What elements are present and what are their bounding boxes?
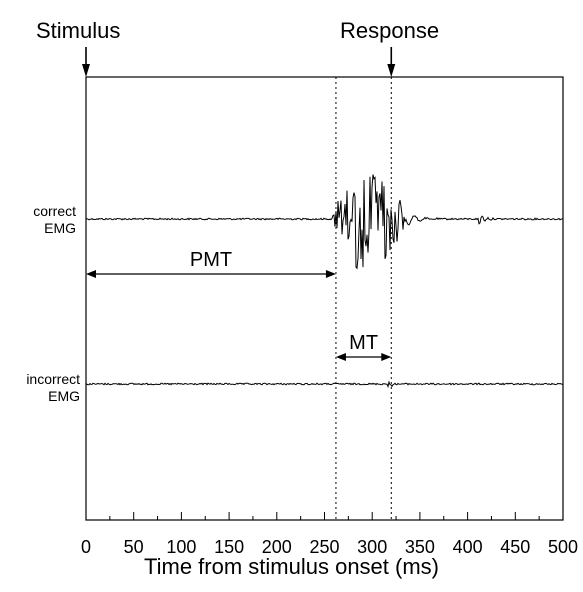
x-tick-label-100: 100 bbox=[166, 537, 196, 557]
correct-emg-label-line2: EMG bbox=[44, 220, 76, 236]
pmt-arrow-head-left bbox=[86, 270, 96, 278]
correct-emg-label-line1: correct bbox=[33, 203, 76, 219]
x-tick-label-400: 400 bbox=[453, 537, 483, 557]
mt-label: MT bbox=[349, 332, 378, 354]
x-axis-ticks: 0 50 100 150 200 250 300 350 400 450 500 bbox=[81, 512, 578, 557]
interval-arrows: PMT MT bbox=[86, 249, 392, 361]
pmt-label: PMT bbox=[190, 249, 232, 271]
x-tick-label-150: 150 bbox=[214, 537, 244, 557]
x-tick-label-200: 200 bbox=[262, 537, 292, 557]
emg-traces bbox=[85, 174, 564, 389]
event-arrows bbox=[82, 47, 396, 77]
event-arrow-head-0 bbox=[82, 64, 90, 77]
x-tick-label-500: 500 bbox=[548, 537, 578, 557]
incorrect-emg-label-line2: EMG bbox=[48, 388, 80, 404]
incorrect-emg-label: incorrect EMG bbox=[0, 371, 80, 405]
stimulus-label: Stimulus bbox=[36, 18, 121, 43]
plot-frame bbox=[85, 76, 564, 521]
incorrect-emg-label-line1: incorrect bbox=[26, 371, 80, 387]
x-tick-label-300: 300 bbox=[357, 537, 387, 557]
pmt-arrow-head-right bbox=[325, 270, 336, 278]
emg-trace-incorrect bbox=[85, 380, 564, 389]
mt-arrow-head-left bbox=[335, 353, 346, 361]
x-tick-label-50: 50 bbox=[124, 537, 144, 557]
mt-arrow-head-right bbox=[381, 353, 392, 361]
correct-emg-label: correct EMG bbox=[0, 203, 76, 237]
x-tick-label-0: 0 bbox=[81, 537, 91, 557]
x-tick-label-250: 250 bbox=[309, 537, 339, 557]
x-axis-title: Time from stimulus onset (ms) bbox=[143, 554, 439, 579]
marker-lines bbox=[335, 77, 392, 520]
x-tick-label-350: 350 bbox=[405, 537, 435, 557]
response-label: Response bbox=[340, 18, 440, 43]
event-arrow-head-1 bbox=[387, 64, 396, 77]
emg-trace-correct bbox=[85, 174, 564, 270]
x-tick-label-450: 450 bbox=[500, 537, 530, 557]
